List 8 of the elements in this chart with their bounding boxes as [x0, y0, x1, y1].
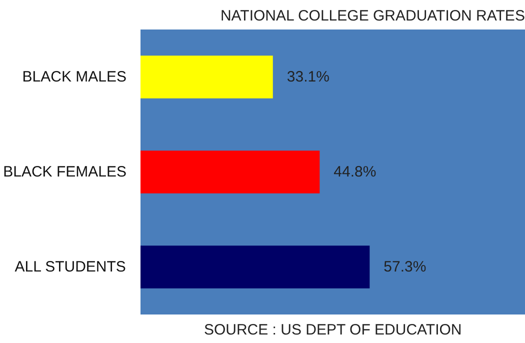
chart-title: NATIONAL COLLEGE GRADUATION RATES	[220, 8, 525, 24]
data-label: 57.3%	[384, 258, 426, 276]
y-tick-label: BLACK FEMALES	[3, 164, 127, 180]
source-note: SOURCE : US DEPT OF EDUCATION	[204, 322, 462, 338]
y-tick-label: ALL STUDENTS	[14, 258, 126, 276]
y-tick-label: BLACK MALES	[22, 68, 127, 86]
data-label: 44.8%	[334, 164, 376, 180]
data-label: 33.1%	[286, 68, 330, 86]
